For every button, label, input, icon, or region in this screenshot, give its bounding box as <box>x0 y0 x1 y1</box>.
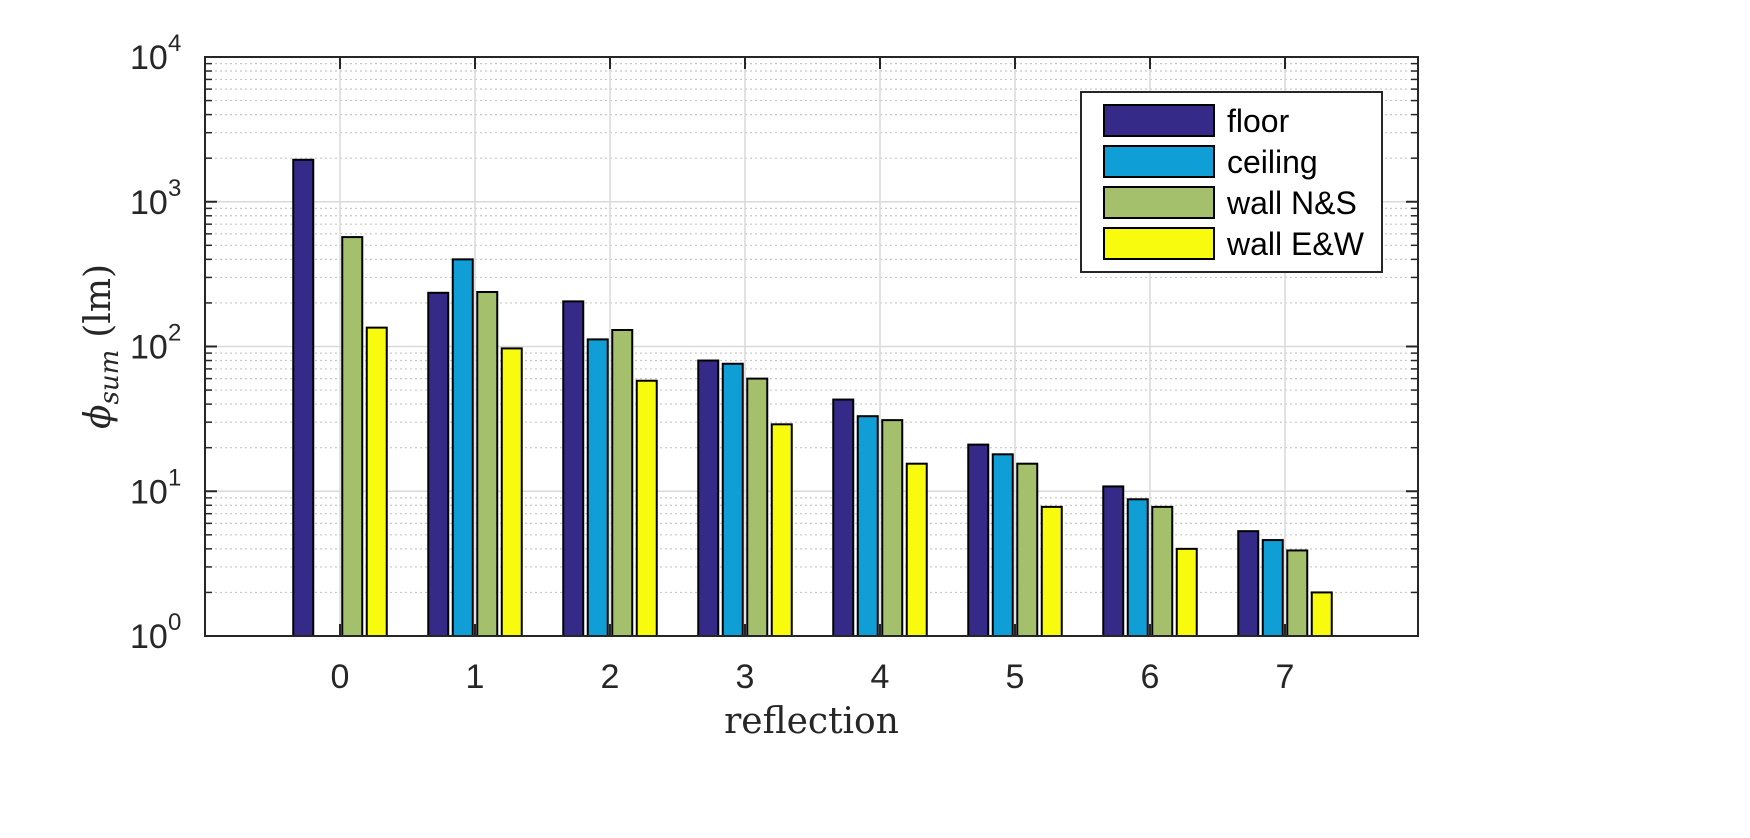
legend-swatch <box>1103 104 1215 137</box>
x-tick-label: 3 <box>736 658 755 696</box>
bar <box>1126 498 1149 637</box>
y-axis-subscript: sum <box>95 350 125 405</box>
y-tick-label: 10 <box>130 184 168 222</box>
bar <box>1261 539 1284 637</box>
legend: floor ceiling wall N&S wall E&W <box>1080 91 1383 273</box>
y-tick-label: 10 <box>130 329 168 367</box>
y-tick-exponent: 1 <box>168 464 181 491</box>
x-tick-label: 2 <box>601 658 620 696</box>
bar <box>881 419 904 637</box>
bar <box>770 423 793 638</box>
bar <box>586 338 609 637</box>
y-tick-exponent: 2 <box>168 320 181 347</box>
x-tick-label: 6 <box>1141 658 1160 696</box>
x-tick-label: 1 <box>466 658 485 696</box>
x-tick-label: 4 <box>871 658 890 696</box>
y-tick-exponent: 4 <box>168 30 181 57</box>
legend-label: floor <box>1227 103 1290 139</box>
bar <box>562 300 585 637</box>
y-tick-label: 10 <box>130 39 168 77</box>
bar <box>746 377 769 637</box>
legend-label: ceiling <box>1227 144 1318 180</box>
x-tick-label: 0 <box>331 658 350 696</box>
y-tick-exponent: 0 <box>168 609 181 636</box>
bar <box>697 359 720 637</box>
bar <box>1286 549 1309 638</box>
bar <box>905 462 928 637</box>
x-tick-label: 5 <box>1006 658 1025 696</box>
x-tick-label: 7 <box>1276 658 1295 696</box>
bar <box>1237 530 1260 638</box>
bar <box>1040 505 1063 637</box>
bar <box>1310 591 1333 637</box>
bar <box>365 326 388 637</box>
tick-labels: 10 010 110 210 310 40 1 2 3 4 5 6 7 <box>130 30 1294 696</box>
y-axis-symbol: ϕ <box>78 404 119 429</box>
bar <box>292 158 315 637</box>
bar <box>832 398 855 638</box>
bar <box>1102 485 1125 638</box>
bar <box>451 258 474 637</box>
y-axis-unit: (lm) <box>78 264 119 338</box>
bar <box>1016 462 1039 637</box>
bar <box>476 290 499 637</box>
bar <box>1151 505 1174 637</box>
bar <box>500 347 523 637</box>
bar <box>1175 547 1198 637</box>
bar <box>341 236 364 637</box>
legend-swatch <box>1103 186 1215 219</box>
y-tick-label: 10 <box>130 618 168 656</box>
bar <box>856 415 879 637</box>
bars <box>292 158 1333 638</box>
legend-swatch <box>1103 145 1215 178</box>
y-tick-label: 10 <box>130 473 168 511</box>
y-tick-exponent: 3 <box>168 175 181 202</box>
legend-swatch <box>1103 227 1215 260</box>
bar <box>991 453 1014 638</box>
bar <box>611 329 634 637</box>
svg-text:ϕsum(lm): ϕsum (lm) <box>78 264 125 429</box>
y-axis-title: ϕsum (lm) <box>78 264 125 429</box>
ticks <box>205 56 1418 637</box>
bar <box>721 362 744 637</box>
x-axis-title: reflection <box>724 701 899 742</box>
legend-label: wall N&S <box>1226 185 1357 221</box>
bar <box>427 291 450 637</box>
bar <box>967 443 990 637</box>
legend-label: wall E&W <box>1226 226 1365 262</box>
bar <box>635 379 658 637</box>
